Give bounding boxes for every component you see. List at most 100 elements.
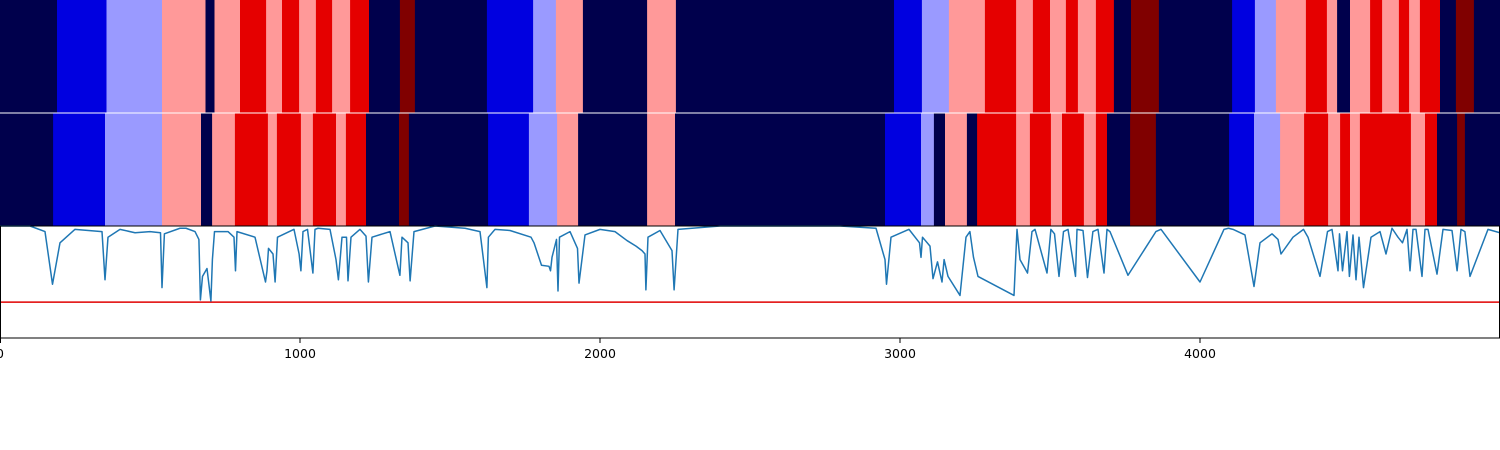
heatmap-segment: [1419, 0, 1441, 113]
x-tick-label: 1000: [284, 346, 316, 361]
heatmap-segment: [933, 113, 946, 226]
heatmap-segment: [984, 0, 1017, 113]
heatmap-segment: [1304, 113, 1329, 226]
heatmap-segment: [555, 0, 584, 113]
heatmap-track-2: [0, 113, 1500, 226]
heatmap-segment: [282, 0, 300, 113]
heatmap-segment: [315, 0, 333, 113]
heatmap-segment: [267, 113, 278, 226]
heatmap-segment: [1095, 113, 1108, 226]
x-tick-label: 3000: [884, 346, 916, 361]
heatmap-segment: [533, 0, 557, 113]
heatmap-segment: [212, 113, 236, 226]
heatmap-segment: [1410, 113, 1426, 226]
heatmap-segment: [1440, 0, 1457, 113]
heatmap-segment: [350, 0, 370, 113]
heatmap-segment: [486, 0, 534, 113]
heatmap-track-1: [0, 0, 1500, 113]
heatmap-segment: [345, 113, 367, 226]
heatmap-segment: [312, 113, 337, 226]
heatmap-segment: [0, 113, 54, 226]
x-axis: 0 1000 2000 3000 4000: [0, 338, 1216, 361]
heatmap-segment: [966, 113, 978, 226]
heatmap-segment: [1350, 0, 1371, 113]
heatmap-segment: [1425, 113, 1438, 226]
heatmap-segment: [675, 113, 886, 226]
heatmap-segment: [647, 113, 676, 226]
heatmap-segment: [1473, 0, 1500, 113]
heatmap-segment: [1370, 0, 1383, 113]
heatmap-segment: [582, 0, 648, 113]
heatmap-segment: [1254, 113, 1281, 226]
heatmap-segment: [528, 113, 558, 226]
line-plot-area: [0, 226, 1500, 338]
heatmap-segment: [1280, 113, 1305, 226]
heatmap-segment: [1328, 113, 1341, 226]
heatmap-segment: [408, 113, 489, 226]
heatmap-segment: [647, 0, 677, 113]
heatmap-segment: [578, 113, 648, 226]
heatmap-segment: [1131, 0, 1160, 113]
heatmap-segment: [885, 113, 922, 226]
heatmap-segment: [1107, 113, 1131, 226]
heatmap-segment: [214, 0, 241, 113]
x-tick-label: 4000: [1184, 346, 1216, 361]
heatmap-segment: [57, 0, 107, 113]
heatmap-segment: [369, 0, 401, 113]
heatmap-segment: [1457, 113, 1466, 226]
heatmap-segment: [201, 113, 213, 226]
heatmap-segment: [1398, 0, 1410, 113]
series-line: [0, 225, 1500, 302]
heatmap-segment: [336, 113, 347, 226]
heatmap-segment: [921, 113, 935, 226]
heatmap-segment: [1065, 0, 1079, 113]
heatmap-segment: [1050, 0, 1067, 113]
heatmap-segment: [1029, 113, 1052, 226]
heatmap-segment: [205, 0, 215, 113]
heatmap-segment: [1032, 0, 1051, 113]
heatmap-segment: [366, 113, 400, 226]
heatmap-segment: [1382, 0, 1400, 113]
heatmap-segment: [1409, 0, 1421, 113]
heatmap-segment: [1158, 0, 1233, 113]
heatmap-segment: [1232, 0, 1256, 113]
heatmap-segment: [675, 0, 895, 113]
heatmap-segment: [945, 113, 968, 226]
heatmap-segment: [1016, 113, 1031, 226]
heatmap-segment: [1464, 113, 1500, 226]
heatmap-segment: [276, 113, 302, 226]
heatmap-segment: [53, 113, 106, 226]
heatmap-segment: [977, 113, 1017, 226]
heatmap-segment: [1275, 0, 1307, 113]
heatmap-segment: [488, 113, 530, 226]
x-tick-label: 0: [0, 346, 4, 361]
heatmap-segment: [1083, 113, 1097, 226]
heatmap-segment: [1337, 0, 1351, 113]
heatmap-segment: [240, 0, 267, 113]
heatmap-segment: [1326, 0, 1338, 113]
heatmap-segment: [299, 0, 317, 113]
heatmap-segment: [1340, 113, 1351, 226]
heatmap-segment: [414, 0, 488, 113]
heatmap-segment: [1050, 113, 1063, 226]
heatmap-segment: [399, 113, 410, 226]
heatmap-segment: [399, 0, 416, 113]
heatmap-segment: [948, 0, 986, 113]
heatmap-segment: [1254, 0, 1277, 113]
heatmap-segment: [1229, 113, 1255, 226]
heatmap-segment: [300, 113, 314, 226]
heatmap-segment: [1113, 0, 1132, 113]
heatmap-segment: [332, 0, 351, 113]
heatmap-segment: [266, 0, 283, 113]
heatmap-segment: [1305, 0, 1328, 113]
x-tick-label: 2000: [584, 346, 616, 361]
heatmap-segment: [106, 0, 163, 113]
heatmap-segment: [162, 0, 206, 113]
heatmap-segment: [105, 113, 163, 226]
heatmap-segment: [0, 0, 58, 113]
heatmap-segment: [1455, 0, 1475, 113]
heatmap-segment: [1016, 0, 1034, 113]
heatmap-segment: [234, 113, 269, 226]
heatmap-segment: [921, 0, 950, 113]
